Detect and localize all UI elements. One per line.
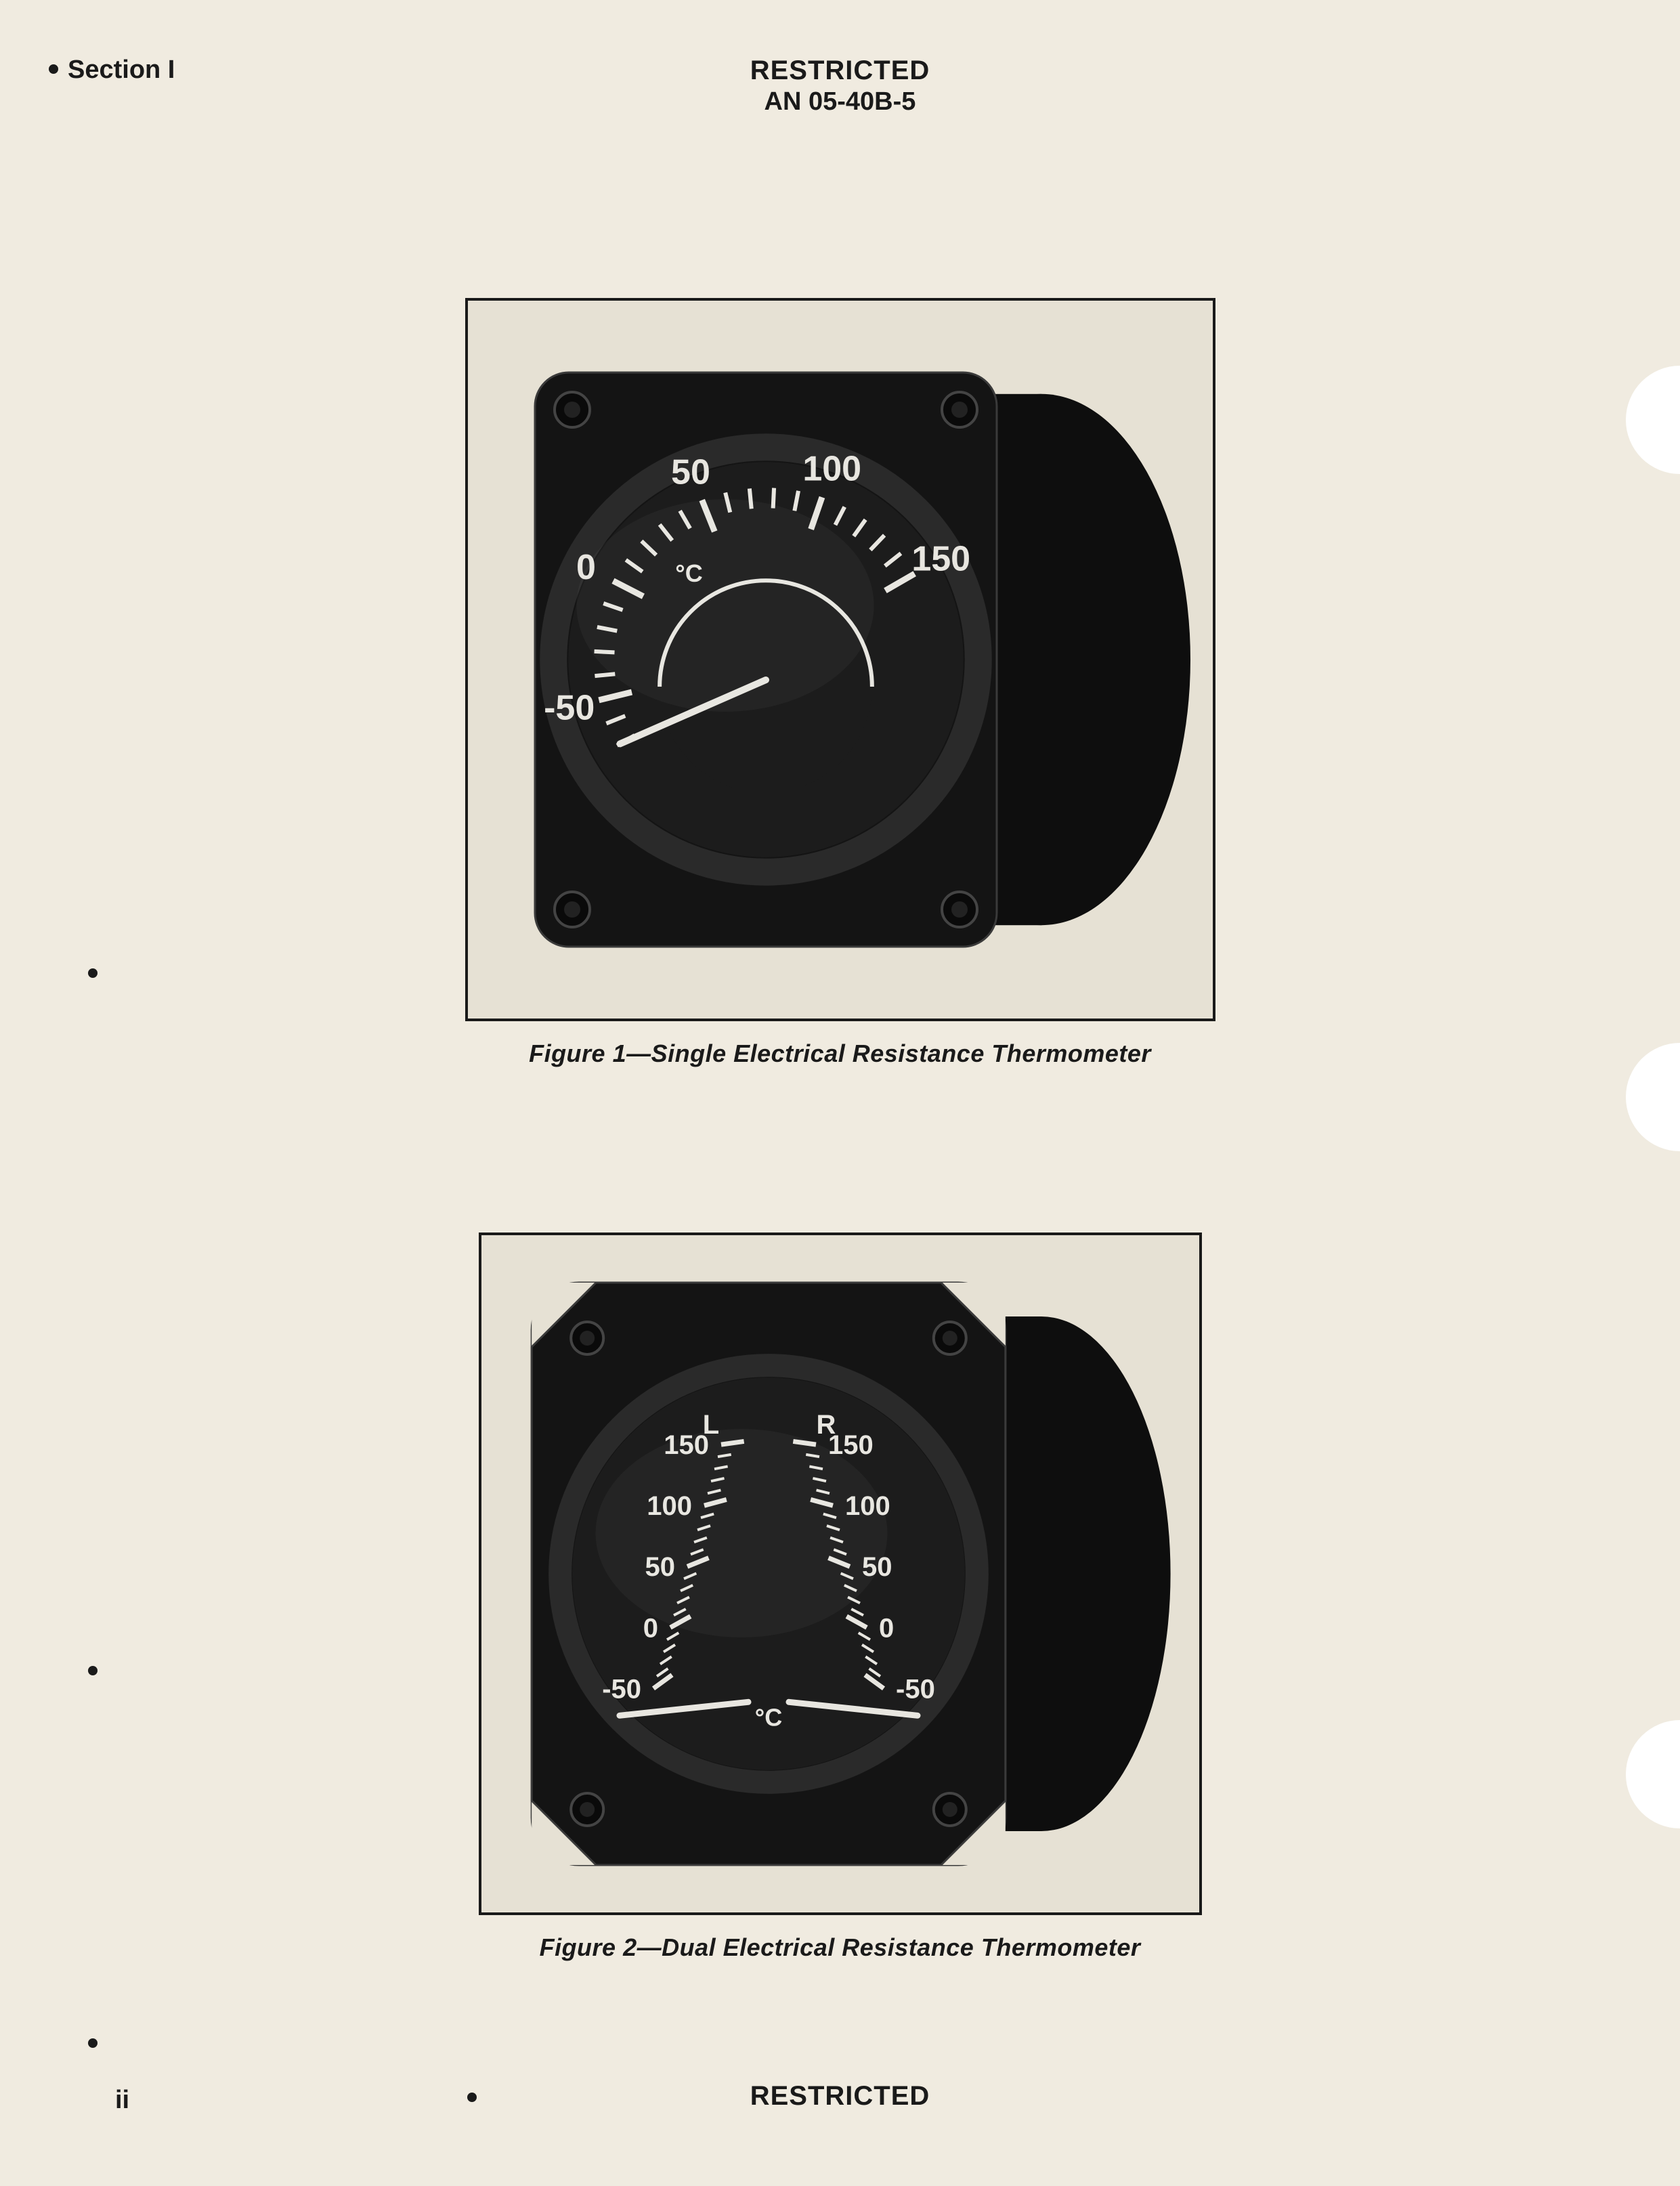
figure-2-caption: Figure 2—Dual Electrical Resistance Ther… bbox=[479, 1933, 1202, 1962]
svg-text:R: R bbox=[816, 1410, 836, 1440]
restricted-top: RESTRICTED bbox=[750, 56, 930, 86]
figure-1-block: -50050100150°C Figure 1—Single Electrica… bbox=[465, 298, 1215, 1068]
section-label: Section I bbox=[68, 56, 175, 85]
speck bbox=[88, 2038, 98, 2048]
header-center: RESTRICTED AN 05-40B-5 bbox=[750, 56, 930, 116]
doc-number: AN 05-40B-5 bbox=[750, 87, 930, 116]
speck bbox=[88, 1666, 98, 1675]
svg-text:0: 0 bbox=[643, 1613, 658, 1643]
svg-text:°C: °C bbox=[754, 1703, 781, 1731]
speck bbox=[49, 64, 58, 74]
page-number: ii bbox=[115, 2086, 129, 2115]
svg-text:-50: -50 bbox=[896, 1674, 935, 1704]
svg-text:100: 100 bbox=[802, 450, 861, 489]
restricted-bottom: RESTRICTED bbox=[750, 2081, 930, 2112]
svg-text:-50: -50 bbox=[544, 688, 595, 727]
svg-text:150: 150 bbox=[911, 540, 970, 579]
figure-1-frame: -50050100150°C bbox=[465, 298, 1215, 1021]
page: Section I RESTRICTED AN 05-40B-5 -50 0 50 1… bbox=[0, 0, 1680, 2186]
figure-1-gauge: -50050100150°C bbox=[468, 301, 1213, 1019]
figure-2-block: -50-50005050100100150150LR°C Figure 2—Du… bbox=[479, 1233, 1202, 1962]
svg-text:0: 0 bbox=[879, 1613, 894, 1643]
svg-text:-50: -50 bbox=[602, 1674, 641, 1704]
punch-hole bbox=[1626, 366, 1680, 474]
figure-2-gauge: -50-50005050100100150150LR°C bbox=[481, 1235, 1199, 1912]
figure-2-frame: -50-50005050100100150150LR°C bbox=[479, 1233, 1202, 1915]
speck bbox=[88, 968, 98, 978]
figure-1-caption: Figure 1—Single Electrical Resistance Th… bbox=[465, 1040, 1215, 1068]
svg-text:50: 50 bbox=[671, 453, 710, 492]
punch-hole bbox=[1626, 1043, 1680, 1151]
speck bbox=[467, 2093, 477, 2102]
punch-hole bbox=[1626, 1720, 1680, 1828]
